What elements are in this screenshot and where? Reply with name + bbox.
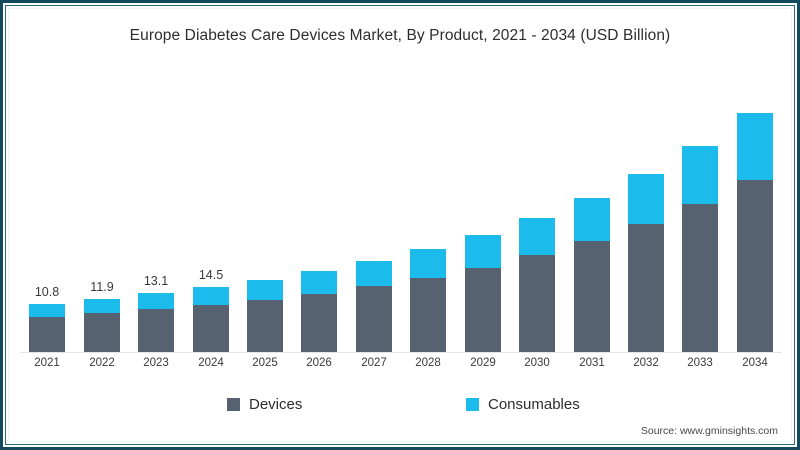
x-tick-label: 2034 [742,357,768,369]
bar-value-label: 14.5 [198,267,224,282]
legend-swatch-icon-devices [227,398,240,411]
bar-group[interactable] [737,113,773,352]
plot-area: 10.8 11.9 13.1 14.5 [20,60,782,352]
legend-swatch-icon-consumables [466,398,479,411]
x-tick-label: 2024 [198,357,224,369]
bar-group[interactable]: 13.1 [138,274,174,352]
bar-segment-devices[interactable] [410,277,446,352]
chart-title: Europe Diabetes Care Devices Market, By … [129,27,671,44]
bar-segment-consumables[interactable] [465,234,501,268]
x-tick-label: 2021 [34,357,60,369]
bar-segment-consumables[interactable] [682,145,718,204]
bar-segment-consumables[interactable] [193,286,229,305]
bar-segment-devices[interactable] [628,223,664,352]
bar-group[interactable] [574,197,610,352]
bar-segment-consumables[interactable] [301,271,337,294]
bar-segment-consumables[interactable] [247,280,283,300]
bar-segment-devices[interactable] [301,293,337,352]
legend-label-consumables: Consumables [488,396,580,413]
bar-group[interactable]: 11.9 [84,280,120,352]
x-tick-label: 2022 [89,357,115,369]
x-tick-label: 2027 [361,357,387,369]
bar-segment-consumables[interactable] [574,197,610,242]
bar-segment-devices[interactable] [574,241,610,352]
bar-group[interactable] [519,218,555,352]
bar-segment-consumables[interactable] [519,218,555,256]
x-tick-label: 2032 [633,357,659,369]
bar-segment-devices[interactable] [193,304,229,352]
bar-segment-consumables[interactable] [410,249,446,278]
x-axis-tick-labels: 2021 2022 2023 2024 2025 2026 2027 2028 2029 2030… [20,357,782,377]
x-tick-label: 2029 [470,357,496,369]
bar-value-label: 11.9 [90,279,114,294]
bar-group[interactable]: 14.5 [193,268,229,352]
bar-segment-devices[interactable] [138,309,174,352]
bar-segment-consumables[interactable] [138,293,174,310]
bar-segment-devices[interactable] [356,286,392,352]
bar-segment-devices[interactable] [682,203,718,352]
bar-segment-devices[interactable] [84,312,120,352]
x-tick-label: 2028 [415,357,441,369]
bar-segment-consumables[interactable] [356,261,392,287]
bar-group[interactable] [247,280,283,352]
bar-value-label: 13.1 [143,274,169,289]
x-tick-label: 2023 [143,357,169,369]
legend-label-devices: Devices [249,396,303,413]
bar-segment-consumables[interactable] [84,298,120,313]
x-tick-label: 2030 [524,357,550,369]
bar-value-label: 10.8 [34,284,60,299]
bar-group[interactable] [465,234,501,352]
bar-group[interactable]: 10.8 [29,285,65,352]
x-axis-line [20,352,782,353]
bar-series-container: 10.8 11.9 13.1 14.5 [20,60,782,352]
bar-group[interactable] [301,271,337,352]
bar-group[interactable] [356,261,392,352]
x-tick-label: 2033 [687,357,713,369]
bar-segment-devices[interactable] [737,180,773,352]
x-tick-label: 2025 [252,357,278,369]
bar-segment-consumables[interactable] [737,113,773,181]
x-tick-label: 2031 [579,357,605,369]
x-tick-label: 2026 [306,357,332,369]
legend-item-consumables[interactable]: Consumables [466,396,580,413]
chart-legend: Devices Consumables [0,396,800,420]
bar-group[interactable] [410,249,446,352]
bar-group[interactable] [628,174,664,352]
bar-segment-devices[interactable] [247,299,283,352]
bar-segment-consumables[interactable] [29,303,65,317]
legend-item-devices[interactable]: Devices [227,396,302,413]
source-attribution: Source: www.gminsights.com [640,425,778,437]
bar-segment-consumables[interactable] [628,174,664,224]
bar-segment-devices[interactable] [519,255,555,352]
bar-segment-devices[interactable] [29,316,65,352]
bar-segment-devices[interactable] [465,267,501,352]
bar-group[interactable] [682,145,718,352]
